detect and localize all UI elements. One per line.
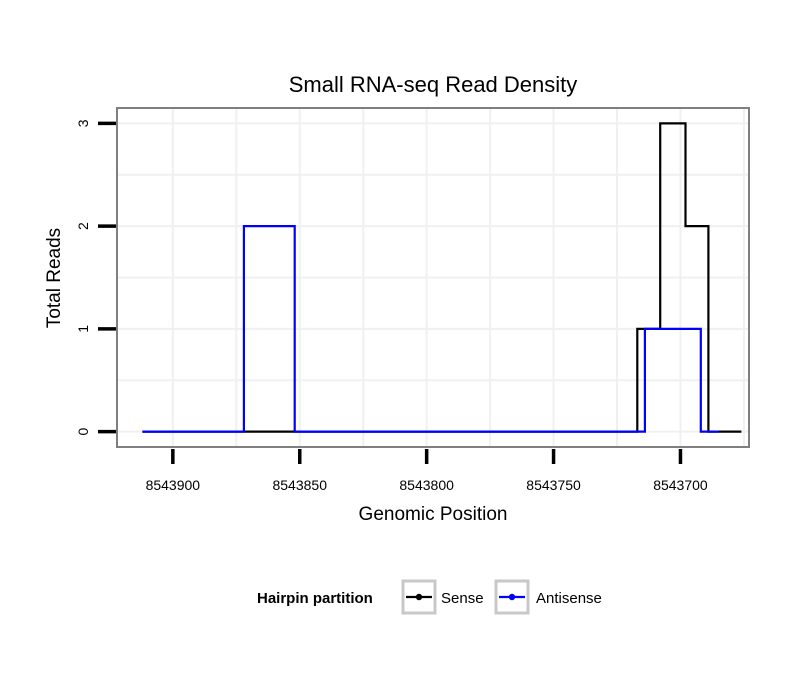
- y-tick-label: 0: [75, 427, 91, 435]
- y-tick-label: 1: [75, 325, 91, 333]
- y-axis-label: Total Reads: [44, 228, 65, 328]
- x-tick-label: 8543850: [272, 477, 327, 493]
- y-tick-label: 2: [75, 222, 91, 230]
- x-axis-label: Genomic Position: [359, 504, 508, 525]
- x-tick-label: 8543900: [146, 477, 201, 493]
- x-tick-label: 8543750: [526, 477, 581, 493]
- y-axis-ticks: 0 1 2 3: [75, 119, 116, 435]
- series-line-sense: [142, 122, 742, 433]
- plot-border: [116, 107, 750, 448]
- series-line-antisense: [142, 225, 719, 433]
- legend-key-point: [415, 593, 423, 601]
- x-tick-label: 8543700: [653, 477, 708, 493]
- chart-title: Small RNA-seq Read Density: [289, 72, 578, 97]
- legend-key-point: [508, 593, 516, 601]
- legend: Hairpin partition Sense Antisense: [257, 579, 602, 615]
- x-axis-ticks: 8543900 8543850 8543800 8543750 8543700: [146, 449, 708, 493]
- legend-label-antisense: Antisense: [536, 590, 602, 607]
- series-lines: [142, 122, 742, 433]
- x-tick-label: 8543800: [399, 477, 454, 493]
- legend-title: Hairpin partition: [257, 590, 373, 607]
- y-tick-label: 3: [75, 119, 91, 127]
- legend-label-sense: Sense: [441, 590, 484, 607]
